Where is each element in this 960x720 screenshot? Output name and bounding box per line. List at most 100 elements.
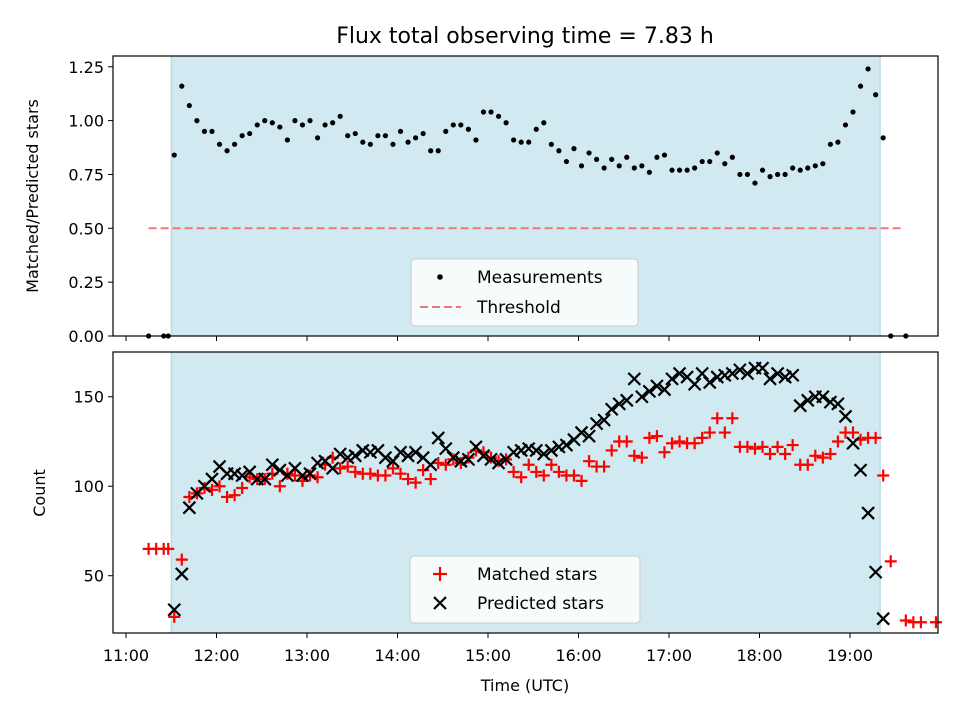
measurement-point bbox=[345, 133, 351, 139]
measurement-point bbox=[797, 167, 803, 173]
measurement-point bbox=[661, 152, 668, 158]
measurement-point bbox=[782, 171, 788, 178]
matched-star-point bbox=[635, 451, 648, 464]
measurement-point bbox=[880, 135, 886, 141]
predicted-star-point bbox=[672, 366, 687, 381]
matched-star-point bbox=[221, 490, 234, 503]
predicted-star-point bbox=[665, 372, 679, 386]
measurement-point bbox=[548, 141, 554, 147]
measurement-point bbox=[171, 152, 177, 158]
predicted-star-point bbox=[257, 472, 272, 486]
bottom-y-tick-label: 150 bbox=[73, 388, 104, 407]
measurement-point bbox=[194, 118, 200, 124]
legend-predicted-marker bbox=[433, 596, 447, 610]
predicted-star-point bbox=[393, 445, 408, 460]
predicted-star-point bbox=[265, 457, 280, 472]
predicted-star-point bbox=[491, 456, 506, 470]
predicted-star-point bbox=[167, 602, 182, 617]
matched-star-point bbox=[748, 442, 761, 455]
measurement-point bbox=[186, 102, 192, 109]
matched-star-point bbox=[741, 440, 754, 453]
measurement-point bbox=[722, 161, 728, 167]
x-axis-label: Time (UTC) bbox=[480, 676, 569, 695]
bottom-x-tick-label: 17:00 bbox=[646, 646, 692, 665]
measurement-point bbox=[232, 141, 238, 147]
measurement-point bbox=[767, 174, 773, 180]
measurement-point bbox=[737, 171, 743, 178]
predicted-star-point bbox=[461, 452, 476, 467]
matched-star-point bbox=[650, 430, 663, 443]
measurement-point bbox=[413, 135, 419, 141]
predicted-star-point bbox=[303, 466, 317, 481]
predicted-star-point bbox=[657, 382, 672, 397]
predicted-star-point bbox=[175, 567, 189, 581]
matched-star-point bbox=[379, 469, 392, 482]
matched-star-point bbox=[575, 474, 588, 487]
measurement-point bbox=[827, 141, 833, 147]
measurement-point bbox=[752, 180, 758, 186]
bottom-y-tick-label: 100 bbox=[73, 477, 104, 496]
measurement-point bbox=[179, 83, 185, 89]
matched-star-point bbox=[884, 555, 897, 568]
measurement-point bbox=[390, 141, 396, 147]
measurement-point bbox=[729, 154, 735, 160]
predicted-star-point bbox=[702, 375, 717, 390]
matched-star-point bbox=[643, 431, 656, 444]
measurement-point bbox=[865, 66, 871, 72]
legend-measurements-marker bbox=[437, 274, 443, 280]
measurement-point bbox=[699, 158, 705, 165]
measurement-point bbox=[533, 126, 539, 132]
matched-star-point bbox=[394, 467, 407, 480]
matched-star-point bbox=[236, 482, 249, 495]
matched-star-point bbox=[831, 435, 844, 448]
bottom-x-tick-label: 15:00 bbox=[465, 646, 511, 665]
measurement-point bbox=[495, 113, 502, 119]
measurement-point bbox=[707, 158, 713, 165]
top-legend-box bbox=[410, 258, 639, 327]
measurement-point bbox=[511, 137, 517, 143]
top-y-tick-label: 0.50 bbox=[68, 219, 104, 238]
matched-star-point bbox=[349, 465, 362, 478]
matched-star-point bbox=[424, 473, 437, 486]
predicted-star-point bbox=[378, 450, 393, 465]
matched-star-point bbox=[545, 458, 558, 471]
measurement-point bbox=[646, 169, 652, 175]
matched-star-point bbox=[764, 448, 777, 461]
top-y-tick-label: 0.00 bbox=[68, 327, 104, 346]
top-y-axis-label: Matched/Predicted stars bbox=[23, 99, 42, 293]
predicted-star-point bbox=[529, 443, 544, 458]
top-legend: Measurements Threshold bbox=[410, 258, 639, 327]
measurement-point bbox=[676, 167, 683, 173]
predicted-star-point bbox=[559, 438, 574, 452]
measurement-point bbox=[857, 83, 864, 89]
legend-threshold-label: Threshold bbox=[476, 298, 561, 318]
predicted-star-point bbox=[484, 452, 498, 467]
measurement-point bbox=[639, 163, 645, 169]
matched-star-point bbox=[703, 426, 716, 439]
matched-star-point bbox=[364, 467, 377, 480]
bottom-legend-box bbox=[409, 555, 641, 624]
predicted-star-point bbox=[333, 447, 347, 461]
matched-star-point bbox=[628, 449, 641, 462]
matched-star-point bbox=[583, 455, 596, 468]
measurement-point bbox=[420, 130, 426, 137]
predicted-star-point bbox=[831, 397, 845, 411]
predicted-star-point bbox=[604, 402, 619, 417]
matched-star-point bbox=[162, 542, 175, 555]
measurement-point bbox=[465, 126, 471, 132]
predicted-star-point bbox=[770, 366, 785, 381]
matched-star-point bbox=[402, 473, 415, 486]
predicted-star-point bbox=[816, 389, 830, 404]
predicted-star-point bbox=[597, 413, 611, 427]
predicted-star-point bbox=[431, 431, 446, 445]
measurement-point bbox=[873, 92, 879, 98]
matched-star-point bbox=[288, 469, 301, 482]
matched-star-point bbox=[816, 451, 829, 464]
measurement-point bbox=[337, 113, 343, 119]
measurement-point bbox=[450, 122, 456, 128]
matched-star-point bbox=[213, 480, 226, 493]
measurement-point bbox=[224, 148, 230, 154]
measurement-point bbox=[526, 139, 532, 145]
